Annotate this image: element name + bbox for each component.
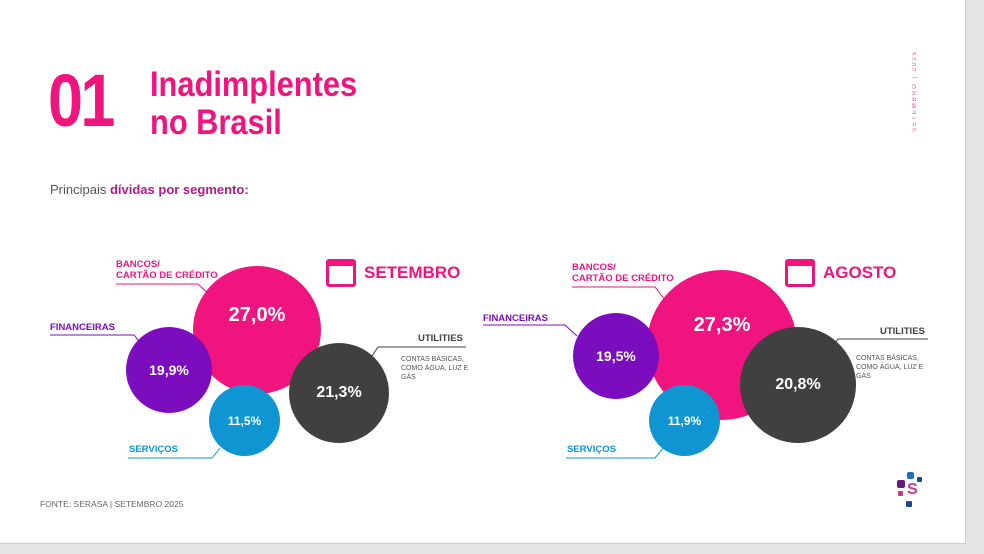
label-servicos: SERVIÇOS: [567, 444, 616, 455]
page-title: Inadimplentes no Brasil: [150, 66, 357, 142]
label-financeiras: FINANCEIRAS: [50, 322, 115, 333]
calendar-icon: [326, 259, 356, 287]
label-bancos: BANCOS/CARTÃO DE CRÉDITO: [572, 262, 674, 284]
bubble-utilities-setembro: 21,3%: [289, 343, 389, 443]
month-label: SETEMBRO: [364, 263, 461, 282]
source-note: FONTE: SERASA | SETEMBRO 2025: [40, 499, 184, 509]
bubble-utilities-agosto: 20,8%: [740, 327, 856, 443]
value-bancos: 27,3%: [693, 313, 751, 336]
bubble-servicos-agosto: 11,9%: [649, 385, 720, 456]
value-bancos: 27,0%: [228, 303, 286, 326]
value-utilities: 21,3%: [316, 384, 362, 401]
slide: 01 Inadimplentes no Brasil Principais dív…: [0, 0, 966, 544]
logo-letter: S: [907, 481, 918, 498]
value-servicos: 11,9%: [667, 413, 702, 428]
bubble-servicos-setembro: 11,5%: [209, 385, 280, 456]
month-heading-setembro: SETEMBRO: [326, 259, 460, 287]
utilities-note: CONTAS BÁSICAS, COMO ÁGUA, LUZ E GÁS: [856, 355, 924, 380]
month-label: AGOSTO: [823, 263, 897, 282]
value-servicos: 11,5%: [227, 413, 262, 428]
label-line: BANCOS/: [572, 262, 616, 273]
title-line-1: Inadimplentes: [150, 65, 358, 104]
label-utilities: UTILITIES: [418, 333, 463, 344]
label-line: CARTÃO DE CRÉDITO: [116, 270, 218, 281]
label-servicos: SERVIÇOS: [129, 444, 178, 455]
value-financeiras: 19,9%: [149, 362, 189, 378]
label-line: CARTÃO DE CRÉDITO: [572, 273, 674, 284]
label-financeiras: FINANCEIRAS: [483, 313, 548, 324]
month-heading-agosto: AGOSTO: [785, 259, 896, 287]
label-bancos: BANCOS/CARTÃO DE CRÉDITO: [116, 259, 218, 281]
serasa-logo: S: [896, 472, 926, 508]
bubble-financeiras-setembro: 19,9%: [126, 327, 212, 413]
value-utilities: 20,8%: [775, 376, 821, 393]
title-line-2: no Brasil: [150, 103, 282, 142]
value-financeiras: 19,5%: [596, 348, 636, 364]
subtitle-prefix: Principais: [50, 182, 110, 197]
section-number: 01: [48, 59, 115, 142]
calendar-icon: [785, 259, 815, 287]
utilities-note: CONTAS BÁSICAS, COMO ÁGUA, LUZ E GÁS: [401, 356, 469, 381]
subtitle: Principais dívidas por segmento:: [50, 182, 249, 197]
bubble-financeiras-agosto: 19,5%: [573, 313, 659, 399]
subtitle-bold: dívidas por segmento:: [109, 182, 249, 197]
label-line: BANCOS/: [116, 259, 160, 270]
label-utilities: UTILITIES: [880, 326, 925, 337]
